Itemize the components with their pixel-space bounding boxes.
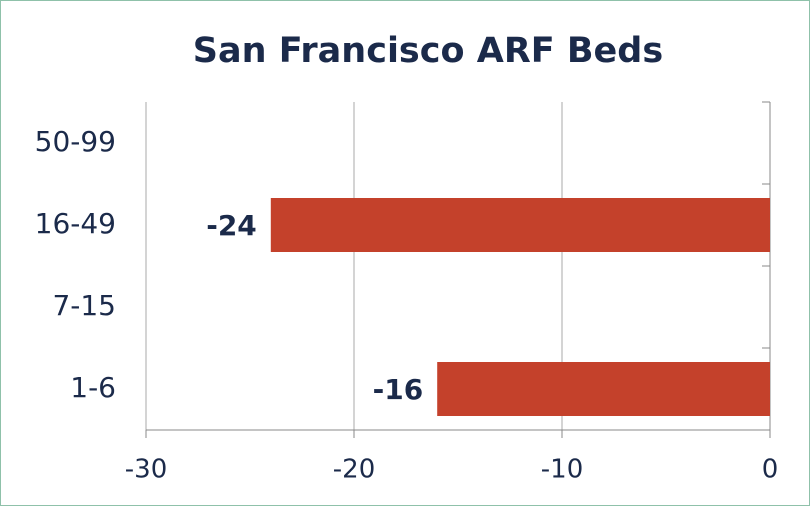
bar [270, 198, 770, 252]
value-label: -16 [373, 373, 424, 406]
y-tick-label: 16-49 [35, 207, 116, 240]
chart-title: San Francisco ARF Beds [193, 31, 663, 71]
y-tick-label: 7-15 [52, 289, 116, 322]
x-tick-label: -10 [541, 455, 583, 485]
x-tick-label: -20 [333, 455, 375, 485]
bar [437, 362, 770, 416]
x-tick-label: -30 [125, 455, 167, 485]
y-tick-label: 50-99 [35, 125, 116, 158]
x-tick-label: 0 [762, 455, 779, 485]
value-label: -24 [206, 209, 257, 242]
y-tick-label: 1-6 [70, 371, 116, 404]
